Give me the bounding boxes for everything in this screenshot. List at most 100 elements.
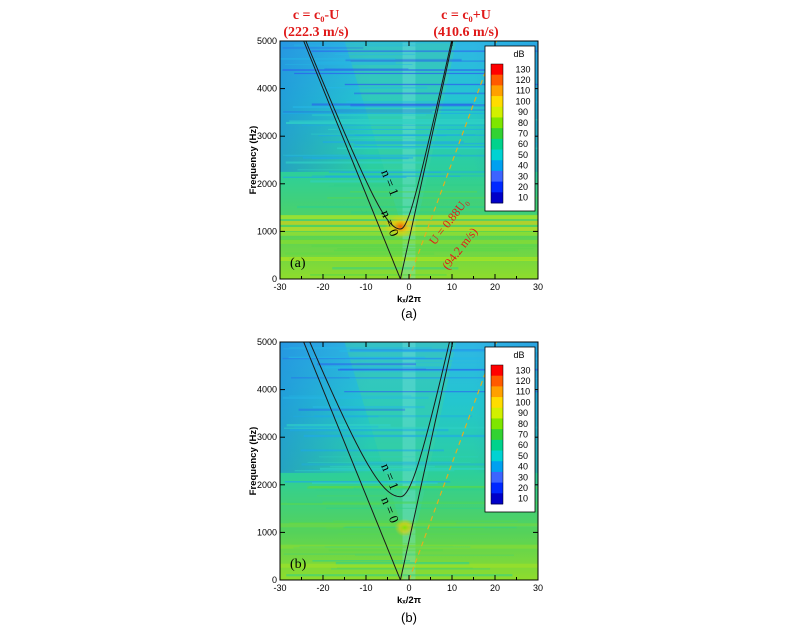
y-tick-label: 1000 [257, 527, 277, 537]
colorbar-tick-label: 100 [515, 397, 530, 407]
heatmap-streak [354, 142, 538, 145]
x-tick-label: 0 [406, 583, 411, 593]
y-tick-label: 0 [272, 575, 277, 585]
heatmap-streak [323, 154, 462, 156]
colorbar-swatch [491, 418, 503, 430]
heatmap-streak [338, 533, 490, 535]
heatmap-streak [286, 574, 513, 577]
heatmap-streak [337, 567, 473, 569]
heatmap-streak [311, 133, 459, 135]
colorbar-tick-label: 80 [518, 118, 528, 128]
heatmap-streak [340, 171, 441, 173]
heatmap-streak [353, 461, 452, 464]
colorbar-tick-label: 110 [516, 387, 530, 397]
heatmap-streak [305, 469, 412, 471]
heatmap-streak [311, 175, 537, 177]
heatmap-tonal-band [280, 563, 538, 568]
y-tick-label: 0 [272, 274, 277, 284]
panel-caption: (b) [401, 610, 417, 625]
heatmap-streak [343, 526, 517, 529]
heatmap-streak [293, 415, 379, 418]
panel-a: -30 -20 -10 0 10 20 30010002000300040005000kₓ/… [248, 36, 543, 321]
colorbar-swatch [491, 375, 503, 387]
heatmap-streak [300, 449, 444, 452]
heatmap-streak [322, 141, 464, 144]
heatmap-hotspot [384, 214, 417, 239]
x-tick-label: -20 [316, 583, 329, 593]
heatmap-streak [282, 220, 390, 222]
heatmap-streak [339, 349, 538, 353]
colorbar-swatch [491, 407, 503, 419]
heatmap-streak [350, 211, 538, 214]
heatmap-streak [311, 103, 474, 106]
heatmap-streak [289, 347, 432, 349]
heatmap-streak [345, 357, 538, 360]
y-axis-label: Frequency (Hz) [248, 126, 259, 195]
heatmap-streak [288, 395, 412, 397]
colorbar-swatch [491, 429, 503, 441]
x-tick-label: -20 [316, 282, 329, 292]
heatmap-streak [298, 408, 406, 411]
colorbar-tick-label: 10 [518, 494, 528, 504]
dispersion-curve-n1 [309, 342, 450, 498]
heatmap-streak [289, 522, 457, 525]
heatmap-streak [311, 244, 538, 247]
colorbar-title: dB [513, 49, 524, 59]
colorbar-tick-label: 40 [518, 462, 528, 472]
heatmap-streak [354, 134, 538, 136]
heatmap-streak [333, 520, 518, 523]
colorbar-swatch [491, 106, 503, 118]
x-tick-label: 10 [447, 282, 457, 292]
heatmap-streak [285, 252, 435, 255]
heatmap-streak [283, 553, 420, 555]
heatmap-streak [333, 249, 518, 252]
colorbar-tick-label: 50 [518, 150, 528, 160]
colorbar-title: dB [513, 350, 524, 360]
heatmap-streak [287, 501, 538, 503]
heatmap-streak [330, 545, 453, 547]
heatmap-streak [312, 482, 438, 484]
y-axis-label: Frequency (Hz) [248, 427, 259, 496]
heatmap-streak [289, 120, 502, 123]
heatmap-streak [334, 184, 538, 186]
heatmap-streak [320, 86, 428, 89]
heatmap-streak [282, 396, 429, 399]
downstream-speed-value: (410.6 m/s) [433, 25, 499, 40]
heatmap-streak [310, 274, 447, 276]
x-tick-label: 0 [406, 282, 411, 292]
heatmap-tonal-band [280, 257, 538, 262]
x-tick-label: 10 [447, 583, 457, 593]
colorbar-swatch [491, 471, 503, 484]
heatmap-streak [282, 112, 518, 114]
heatmap-streak [322, 501, 538, 504]
heatmap-streak [284, 64, 413, 65]
heatmap-streak [301, 463, 488, 466]
colorbar-swatch [491, 493, 503, 505]
y-tick-label: 5000 [257, 337, 277, 347]
heatmap-streak [317, 495, 410, 497]
colorbar-tick-label: 120 [515, 75, 530, 85]
heatmap-streak [354, 92, 488, 95]
colorbar-swatch [491, 386, 503, 398]
heatmap-streak [283, 348, 450, 350]
colorbar-tick-label: 20 [518, 483, 528, 493]
colorbar-swatch [491, 117, 503, 129]
heatmap-streak [353, 146, 510, 148]
colorbar-tick-label: 60 [518, 139, 528, 149]
y-tick-label: 3000 [257, 432, 277, 442]
heatmap-streak [326, 507, 492, 509]
colorbar-tick-label: 30 [518, 171, 528, 181]
heatmap-streak [324, 546, 471, 548]
dispersion-curve-n0 [303, 41, 454, 279]
colorbar-tick-label: 10 [518, 193, 528, 203]
y-tick-label: 4000 [257, 84, 277, 94]
heatmap-streak [294, 72, 497, 75]
heatmap-streak [314, 415, 473, 418]
heatmap-streak [297, 169, 430, 171]
heatmap-streak [355, 554, 514, 556]
heatmap-streak [345, 58, 462, 62]
y-tick-label: 3000 [257, 131, 277, 141]
heatmap-streak [311, 157, 409, 160]
heatmap-streak [312, 114, 426, 117]
x-tick-label: -30 [273, 583, 286, 593]
